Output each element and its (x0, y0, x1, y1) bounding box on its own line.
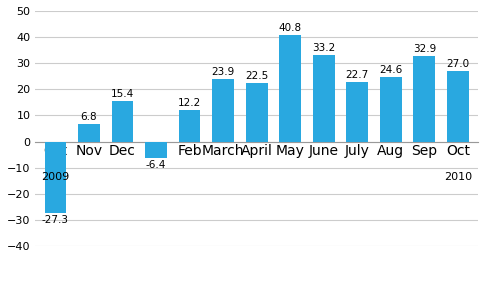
Bar (178, 110, 200, 142)
Text: 15.4: 15.4 (111, 89, 134, 99)
Text: 24.6: 24.6 (378, 65, 402, 75)
Text: 2010: 2010 (443, 172, 471, 182)
Text: 23.9: 23.9 (211, 67, 234, 77)
Bar (145, 142, 166, 158)
Bar (379, 77, 401, 142)
Bar (245, 83, 267, 142)
Bar (446, 71, 468, 142)
Text: 12.2: 12.2 (178, 98, 201, 108)
Text: 32.9: 32.9 (412, 44, 435, 53)
Bar (312, 55, 334, 142)
Bar (45, 142, 66, 213)
Text: 27.0: 27.0 (445, 59, 469, 69)
Text: -27.3: -27.3 (42, 215, 69, 225)
Bar (346, 82, 367, 142)
Bar (78, 124, 100, 142)
Bar (212, 79, 234, 142)
Bar (279, 35, 301, 142)
Text: 40.8: 40.8 (278, 23, 301, 33)
Text: 22.7: 22.7 (345, 70, 368, 80)
Text: 2009: 2009 (41, 172, 69, 182)
Text: 22.5: 22.5 (244, 71, 268, 81)
Bar (413, 56, 435, 142)
Bar (111, 101, 133, 142)
Text: 6.8: 6.8 (80, 112, 97, 122)
Text: 33.2: 33.2 (312, 43, 335, 53)
Text: -6.4: -6.4 (146, 160, 166, 170)
